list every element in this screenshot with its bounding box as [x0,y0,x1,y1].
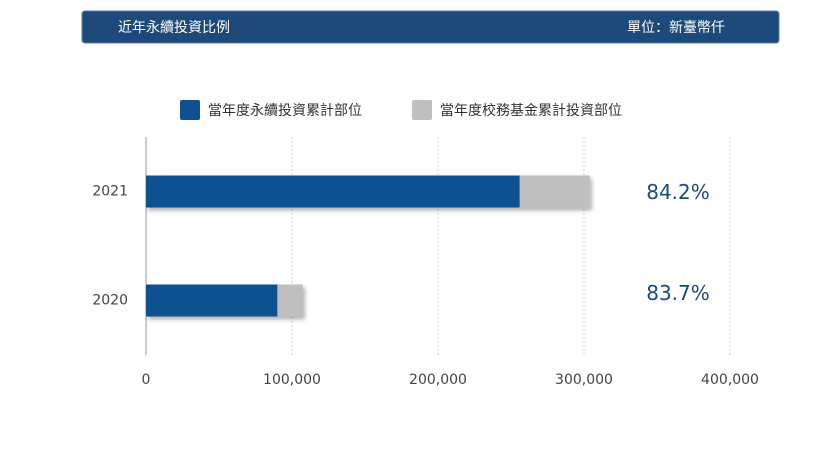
y-tick-label: 2020 [92,293,128,309]
legend-swatch [180,100,200,120]
x-tick-label: 300,000 [555,372,613,388]
ratio-label: 83.7% [646,281,710,305]
legend-swatch [412,100,432,120]
ratio-label: 84.2% [646,180,710,204]
bar-group [146,284,303,317]
legend-label: 當年度永續投資累計部位 [208,103,362,119]
x-tick-label: 0 [142,372,151,388]
x-tick-label: 400,000 [701,372,759,388]
chart-title: 近年永續投資比例 [118,20,230,36]
unit-label: 單位：新臺幣仟 [627,20,725,36]
bar-segment [146,284,278,317]
y-tick-label: 2021 [92,184,128,200]
x-tick-label: 100,000 [263,372,321,388]
bar-group [146,175,590,208]
legend-label: 當年度校務基金累計投資部位 [440,102,622,119]
bar-segment [277,284,303,317]
bar-segment [519,175,590,208]
header-bar [81,10,780,44]
bar-segment [146,175,520,208]
x-tick-label: 200,000 [409,372,467,388]
